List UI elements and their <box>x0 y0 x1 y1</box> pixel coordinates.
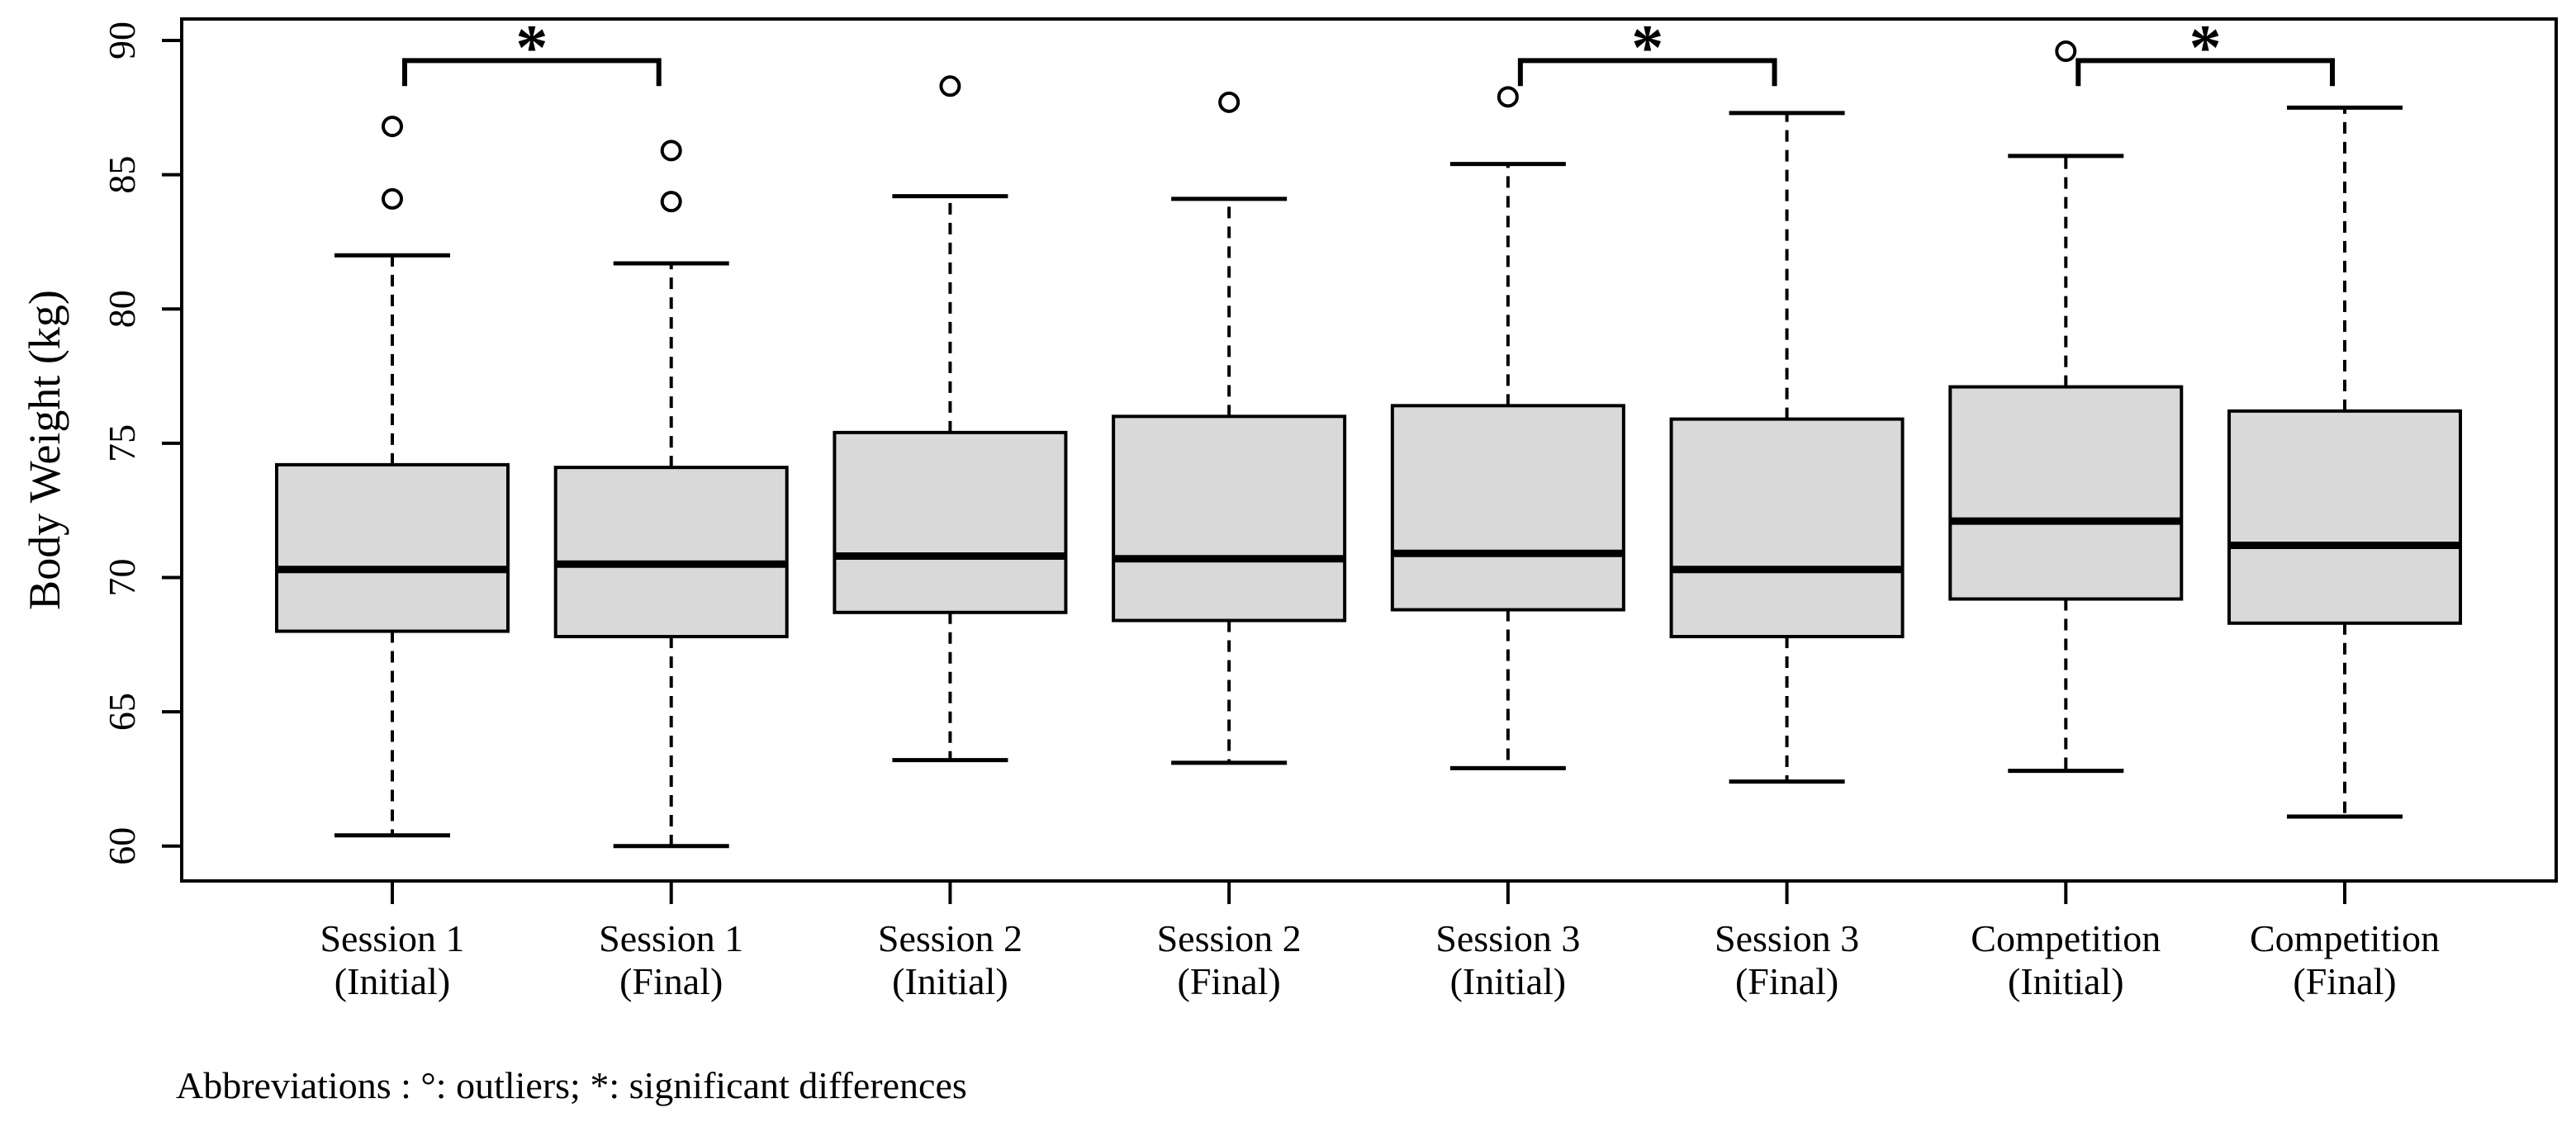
significance-asterisk: * <box>515 11 548 83</box>
y-tick-label-60: 60 <box>101 827 143 865</box>
iqr-box <box>2227 409 2462 625</box>
boxplot-session-1-final <box>553 140 789 849</box>
plot-frame <box>180 17 2558 883</box>
x-tick-label-session-3-initial: Session 3 <box>1435 917 1580 959</box>
y-tick-label-65: 65 <box>101 693 143 731</box>
boxplot-session-1-initial <box>275 116 510 838</box>
y-tick-label-80: 80 <box>101 290 143 328</box>
iqr-box <box>275 462 510 633</box>
x-tick-sublabel-session-3-final: (Final) <box>1735 960 1838 1002</box>
x-tick-sublabel-session-3-initial: (Initial) <box>1450 960 1567 1002</box>
x-tick-sublabel-competition-final: (Final) <box>2293 960 2396 1002</box>
bracket-line <box>402 58 662 87</box>
x-tick-label-session-1-final: Session 1 <box>599 917 743 959</box>
significance-bracket-2: * <box>1517 11 1777 87</box>
outlier-point <box>2055 40 2077 63</box>
x-tick-label-session-2-final: Session 2 <box>1157 917 1302 959</box>
x-tick-sublabel-session-1-final: (Final) <box>619 960 723 1002</box>
significance-asterisk: * <box>1631 11 1663 83</box>
boxplot-session-3-final <box>1669 111 1905 784</box>
bracket-line <box>2076 58 2335 87</box>
boxplot-session-2-final <box>1112 91 1347 765</box>
x-tick-label-competition-final: Competition <box>2250 917 2440 959</box>
significance-bracket-3: * <box>2076 11 2335 87</box>
outlier-point <box>1218 91 1241 113</box>
x-tick-label-session-2-initial: Session 2 <box>878 917 1022 959</box>
caption: Abbreviations : °: outliers; *: signific… <box>176 1064 967 1106</box>
outlier-point <box>939 75 961 97</box>
iqr-box <box>1390 404 1625 612</box>
significance-bracket-1: * <box>402 11 662 87</box>
outlier-point <box>660 191 682 213</box>
outlier-point <box>660 140 682 162</box>
x-tick-sublabel-session-1-initial: (Initial) <box>334 960 451 1002</box>
y-tick-label-75: 75 <box>101 424 143 462</box>
x-tick-label-session-3-final: Session 3 <box>1715 917 1859 959</box>
y-tick-label-70: 70 <box>101 558 143 596</box>
significance-asterisk: * <box>2189 11 2222 83</box>
x-tick-label-session-1-initial: Session 1 <box>320 917 464 959</box>
y-axis-title: Body Weight (kg) <box>20 290 69 610</box>
outlier-point <box>382 187 403 210</box>
x-tick-sublabel-session-2-initial: (Initial) <box>892 960 1008 1002</box>
outlier-point <box>382 116 403 138</box>
iqr-box <box>1948 385 2184 601</box>
iqr-box <box>1669 417 1905 639</box>
x-tick-sublabel-session-2-final: (Final) <box>1178 960 1281 1002</box>
outlier-point <box>1497 86 1519 108</box>
y-tick-label-85: 85 <box>101 156 143 194</box>
iqr-box <box>1112 414 1347 623</box>
x-tick-label-competition-initial: Competition <box>1971 917 2161 959</box>
iqr-box <box>553 466 789 639</box>
y-tick-label-90: 90 <box>101 21 143 59</box>
boxplot-session-2-initial <box>833 75 1068 763</box>
x-tick-sublabel-competition-initial: (Initial) <box>2008 960 2124 1002</box>
iqr-box <box>833 430 1068 614</box>
boxplot-session-3-initial <box>1390 86 1625 770</box>
boxplot-competition-final <box>2227 105 2462 819</box>
bracket-line <box>1517 58 1777 87</box>
boxplot-competition-initial <box>1948 40 2184 774</box>
